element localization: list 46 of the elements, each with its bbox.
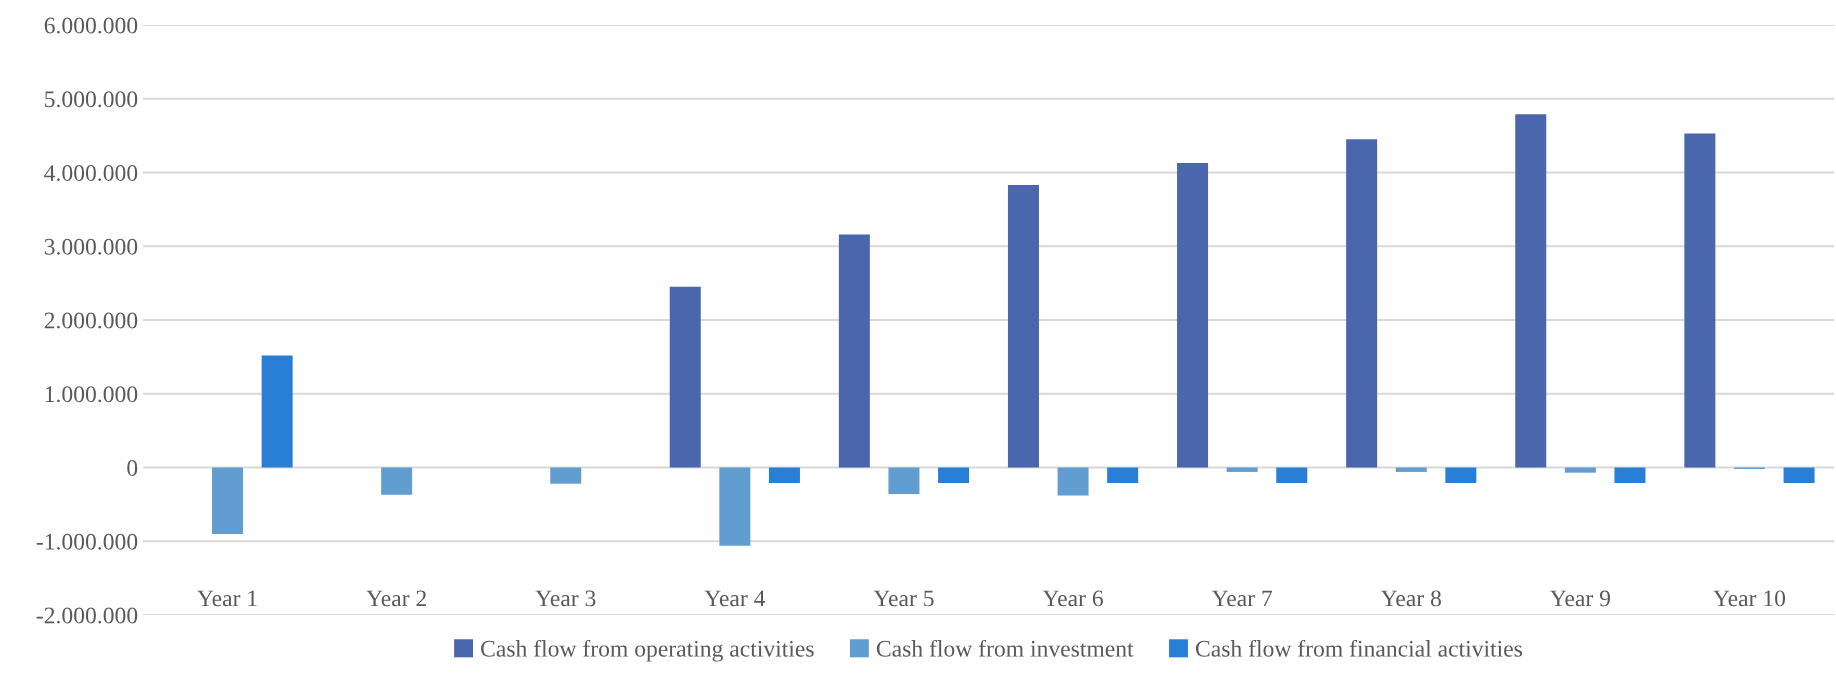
bar xyxy=(381,467,413,495)
bar xyxy=(838,234,870,468)
legend-label: Cash flow from operating activities xyxy=(481,639,814,662)
y-tick-label: -2.000.000 xyxy=(36,607,138,624)
bar xyxy=(1177,162,1209,468)
bar xyxy=(1226,467,1258,472)
y-tick-label: 4.000.000 xyxy=(44,164,138,182)
x-tick-label: Year 2 xyxy=(366,590,426,607)
x-tick-label: Year 5 xyxy=(873,590,934,607)
y-tick-label: 6.000.000 xyxy=(44,17,138,34)
bar xyxy=(1515,114,1547,468)
bar xyxy=(938,467,970,483)
x-tick-label: Year 9 xyxy=(1550,590,1610,607)
x-tick-label: Year 3 xyxy=(535,590,596,607)
y-tick-label: 3.000.000 xyxy=(44,238,138,255)
bar xyxy=(719,467,751,546)
y-tick-label: -1.000.000 xyxy=(36,533,138,550)
bar xyxy=(669,286,701,468)
y-tick-label: 5.000.000 xyxy=(45,91,138,108)
bar xyxy=(888,467,920,495)
x-tick-label: Year 4 xyxy=(704,590,766,607)
x-tick-label: Year 6 xyxy=(1042,590,1103,607)
x-tick-label: Year 1 xyxy=(197,590,257,607)
bar xyxy=(1614,467,1646,483)
x-tick-label: Year 8 xyxy=(1380,590,1441,607)
x-tick-label: Year 10 xyxy=(1713,590,1786,607)
y-tick-label: 1.000.000 xyxy=(45,386,138,403)
bar xyxy=(1783,467,1815,483)
bar xyxy=(1395,467,1427,472)
bar xyxy=(261,355,293,468)
legend-label: Cash flow from investment xyxy=(876,639,1134,657)
y-tick-label: 2.000.000 xyxy=(44,312,138,329)
bar xyxy=(1007,185,1039,468)
bar xyxy=(1107,467,1139,483)
bar xyxy=(550,467,582,484)
y-tick-label: 0 xyxy=(127,459,138,476)
bar xyxy=(1057,467,1089,496)
bar xyxy=(212,467,244,534)
bar xyxy=(1346,139,1378,468)
bar xyxy=(1564,467,1596,473)
bar xyxy=(1684,133,1716,468)
bar xyxy=(1445,467,1477,483)
legend-label: Cash flow from financial activities xyxy=(1195,639,1522,657)
bar xyxy=(768,467,800,483)
x-tick-label: Year 7 xyxy=(1211,590,1273,607)
bar xyxy=(1276,467,1308,483)
